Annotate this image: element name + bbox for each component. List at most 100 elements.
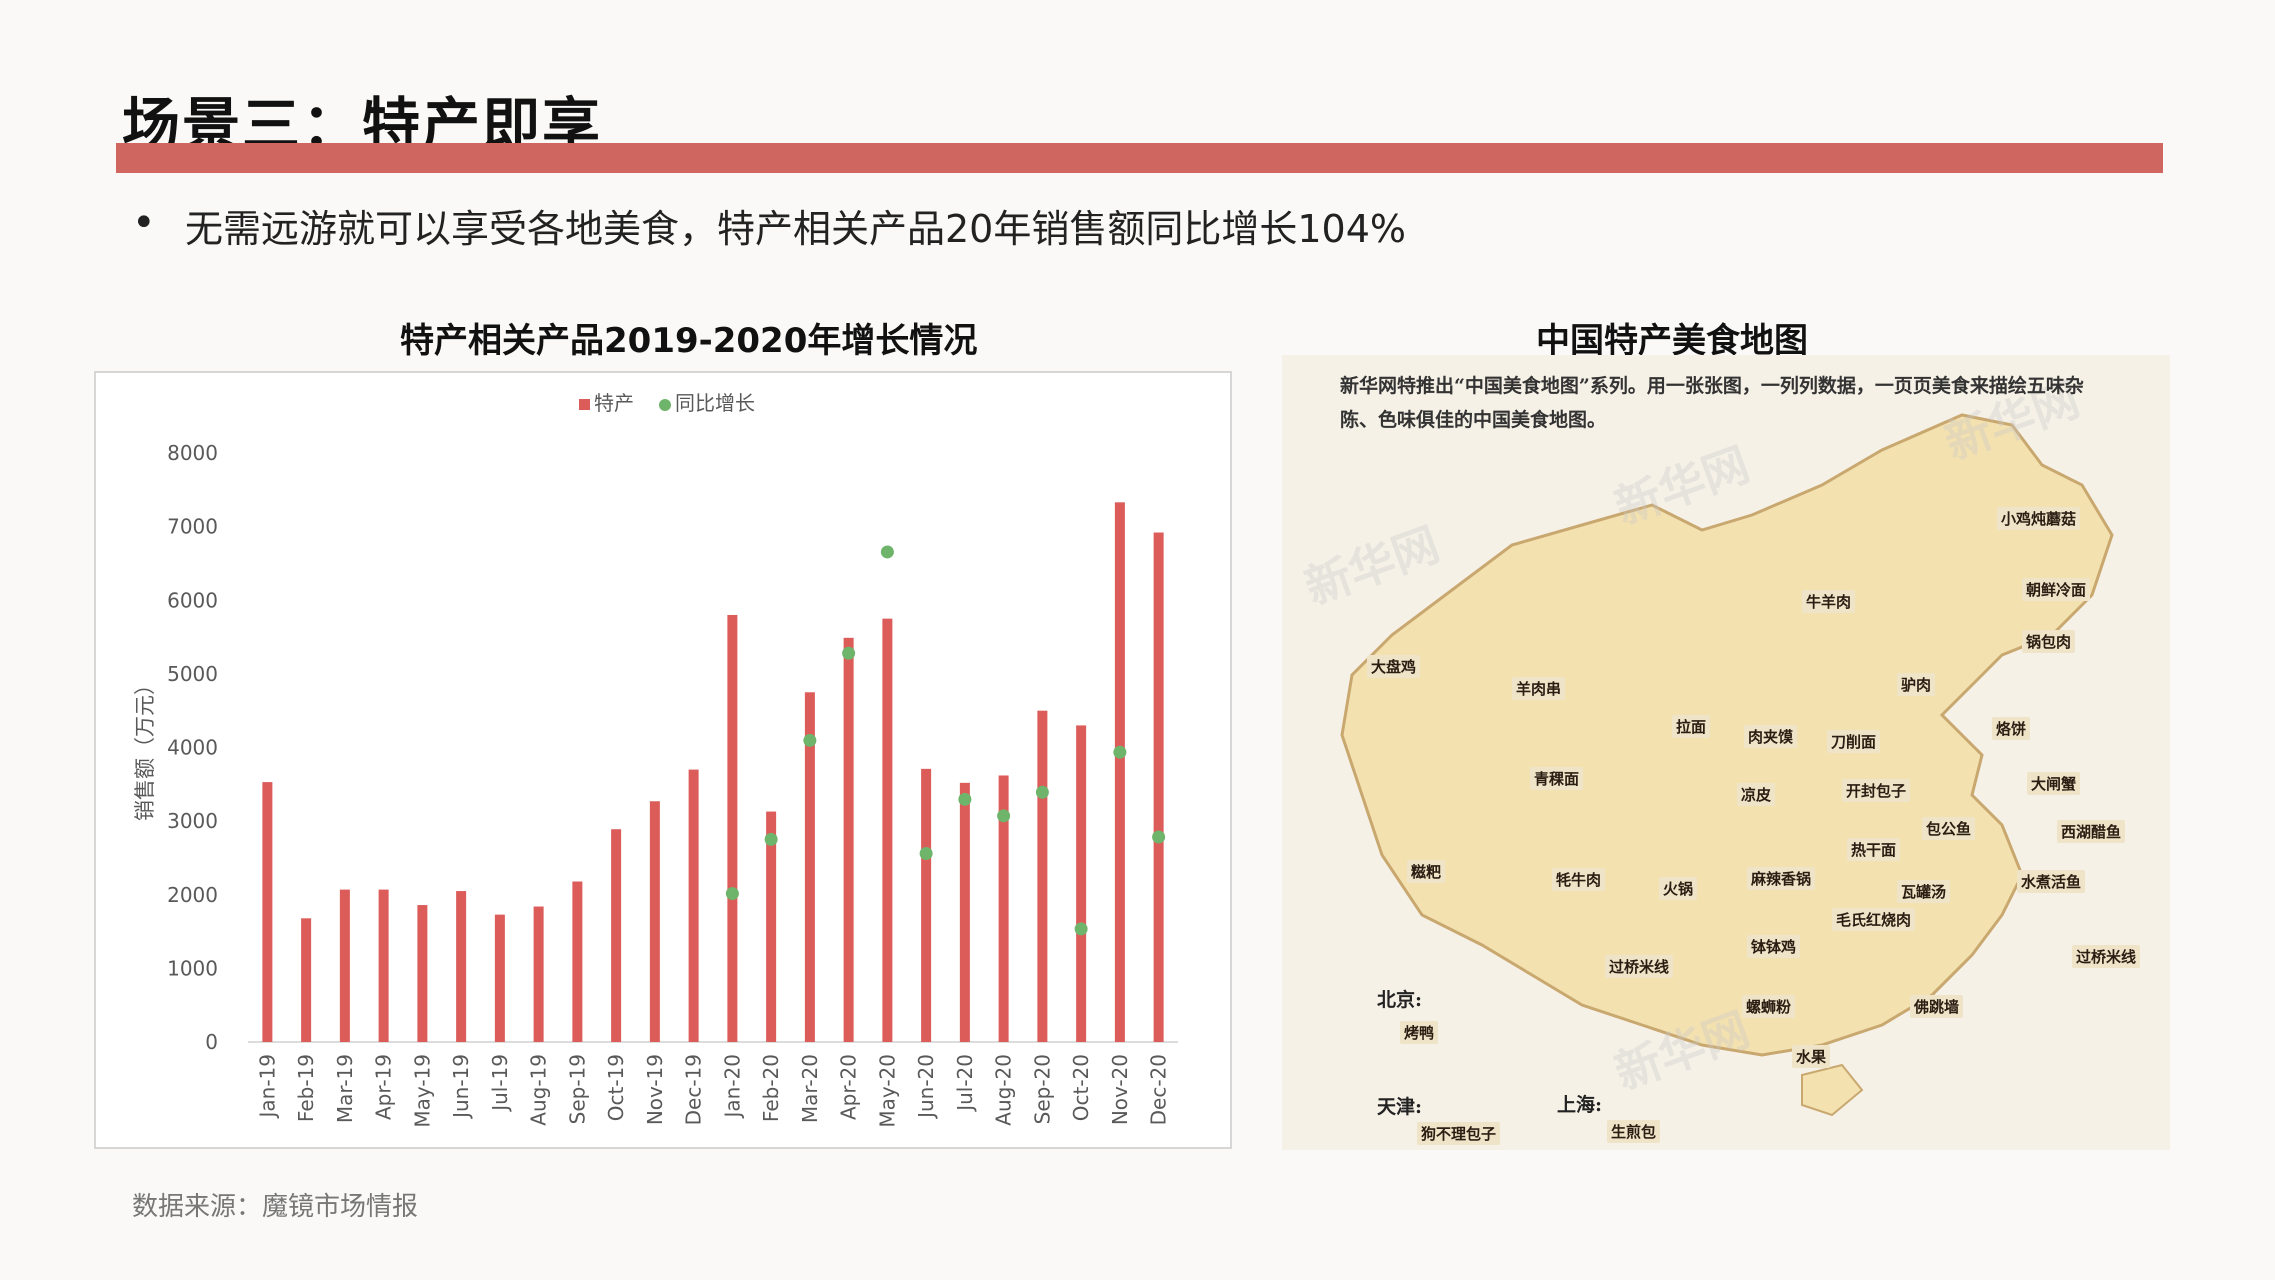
x-tick-label: Mar-20 <box>798 1054 822 1123</box>
bar <box>766 811 777 1042</box>
city-label-shanghai: 上海: <box>1557 1094 1603 1116</box>
x-tick-label: Jul-19 <box>488 1054 512 1113</box>
food-map-image: 新华网 新华网 新华网 新华网 新华网特推出“中国美食地图”系列。用一张张图，一… <box>1282 355 2170 1150</box>
bar <box>339 889 350 1042</box>
x-tick-label: Feb-20 <box>759 1054 783 1122</box>
x-tick-label: Feb-19 <box>294 1054 318 1122</box>
dish-label: 钵钵鸡 <box>1747 935 1801 958</box>
y-axis-label: 销售额（万元） <box>133 674 157 821</box>
growth-dot <box>919 847 933 861</box>
x-tick-label: Jan-19 <box>255 1054 279 1120</box>
growth-dot <box>803 733 817 747</box>
dish-label: 热干面 <box>1847 838 1901 861</box>
y-tick-label: 2000 <box>167 883 218 907</box>
growth-dot <box>997 809 1011 823</box>
city-label-tianjin: 天津: <box>1377 1096 1423 1118</box>
y-tick-label: 5000 <box>167 662 218 686</box>
bar <box>494 914 505 1042</box>
x-tick-label: May-20 <box>875 1054 899 1128</box>
bar <box>456 891 467 1042</box>
growth-dot <box>958 792 972 806</box>
bar <box>959 782 970 1042</box>
bar <box>688 769 699 1042</box>
growth-dot <box>1074 922 1088 936</box>
dish-label: 青稞面 <box>1530 767 1584 790</box>
dish-label: 糍粑 <box>1407 860 1446 883</box>
legend-label-bar: 特产 <box>594 391 634 415</box>
x-tick-label: Sep-20 <box>1030 1054 1054 1124</box>
dish-label: 水果 <box>1792 1045 1831 1068</box>
bullet-text: 无需远游就可以享受各地美食，特产相关产品20年销售额同比增长104% <box>185 207 1406 251</box>
dish-label: 凉皮 <box>1737 783 1776 806</box>
bar <box>533 906 544 1042</box>
dish-label: 过桥米线 <box>1605 955 1674 978</box>
growth-dot <box>764 832 778 846</box>
dish-label: 火锅 <box>1659 877 1698 900</box>
dish-label: 烤鸭 <box>1400 1021 1439 1044</box>
dish-label: 羊肉串 <box>1512 677 1566 700</box>
x-tick-label: Nov-19 <box>643 1054 667 1125</box>
growth-dot <box>842 646 856 660</box>
bar <box>417 905 428 1042</box>
legend-swatch-bar <box>579 399 590 410</box>
x-tick-label: Aug-20 <box>992 1054 1016 1126</box>
dish-label: 拉面 <box>1672 715 1711 738</box>
y-tick-label: 6000 <box>167 588 218 612</box>
dish-label: 佛跳墙 <box>1910 995 1964 1018</box>
x-tick-label: May-19 <box>410 1054 434 1128</box>
dish-label: 过桥米线 <box>2072 945 2141 968</box>
bar <box>262 782 273 1042</box>
x-tick-label: Dec-19 <box>682 1054 706 1125</box>
bar <box>1076 725 1087 1042</box>
dish-label: 麻辣香锅 <box>1747 867 1816 890</box>
dish-label: 牦牛肉 <box>1552 868 1606 891</box>
map-title: 中国特产美食地图 <box>1536 321 1808 361</box>
growth-dot <box>880 545 894 559</box>
dish-label: 驴肉 <box>1897 673 1936 696</box>
city-label-beijing: 北京: <box>1377 989 1423 1011</box>
y-tick-label: 4000 <box>167 736 218 760</box>
x-tick-label: Dec-20 <box>1147 1054 1171 1125</box>
x-tick-label: Jun-20 <box>914 1054 938 1120</box>
dish-label: 肉夹馍 <box>1744 725 1798 748</box>
x-tick-label: Nov-20 <box>1108 1054 1132 1125</box>
bar-chart: 特产同比增长0100020003000400050006000700080000… <box>133 391 1178 1128</box>
dish-label: 生煎包 <box>1607 1120 1661 1143</box>
bar <box>998 775 1009 1042</box>
growth-dot <box>1035 785 1049 799</box>
x-tick-label: Jun-19 <box>449 1054 473 1120</box>
y-tick-label: 1000 <box>167 956 218 980</box>
x-tick-label: Aug-19 <box>527 1054 551 1126</box>
bar <box>378 889 389 1042</box>
dish-label: 朝鲜冷面 <box>2022 578 2091 601</box>
dish-label: 大闸蟹 <box>2027 772 2081 795</box>
bar <box>1114 502 1125 1042</box>
x-tick-label: Apr-20 <box>837 1054 861 1120</box>
y-tick-label: 3000 <box>167 809 218 833</box>
bar <box>1037 710 1048 1042</box>
dish-label: 小鸡炖蘑菇 <box>1997 507 2081 530</box>
dish-label: 西湖醋鱼 <box>2057 820 2126 843</box>
bar <box>804 692 815 1042</box>
growth-dot <box>1152 830 1166 844</box>
dish-label: 瓦罐汤 <box>1897 880 1951 903</box>
growth-dot <box>725 887 739 901</box>
bar <box>649 801 660 1042</box>
dish-label: 螺蛳粉 <box>1742 995 1796 1018</box>
data-source-note: 数据来源：魔镜市场情报 <box>132 1192 419 1222</box>
dish-label: 水煮活鱼 <box>2017 870 2086 893</box>
dish-label: 大盘鸡 <box>1367 655 1421 678</box>
dish-label: 牛羊肉 <box>1802 590 1856 613</box>
map-intro-text: 新华网特推出“中国美食地图”系列。用一张张图，一列列数据，一页页美食来描绘五味杂… <box>1340 375 2084 431</box>
x-tick-label: Jan-20 <box>720 1054 744 1120</box>
dish-label: 毛氏红烧肉 <box>1832 908 1916 931</box>
growth-dot <box>1113 745 1127 759</box>
bar <box>611 829 622 1042</box>
x-tick-label: Apr-19 <box>372 1054 396 1120</box>
dish-label: 狗不理包子 <box>1417 1122 1501 1145</box>
dish-label: 开封包子 <box>1842 779 1911 802</box>
x-tick-label: Mar-19 <box>333 1054 357 1123</box>
y-tick-label: 0 <box>205 1030 218 1054</box>
dish-label: 锅包肉 <box>2022 630 2076 653</box>
bar <box>301 918 312 1042</box>
